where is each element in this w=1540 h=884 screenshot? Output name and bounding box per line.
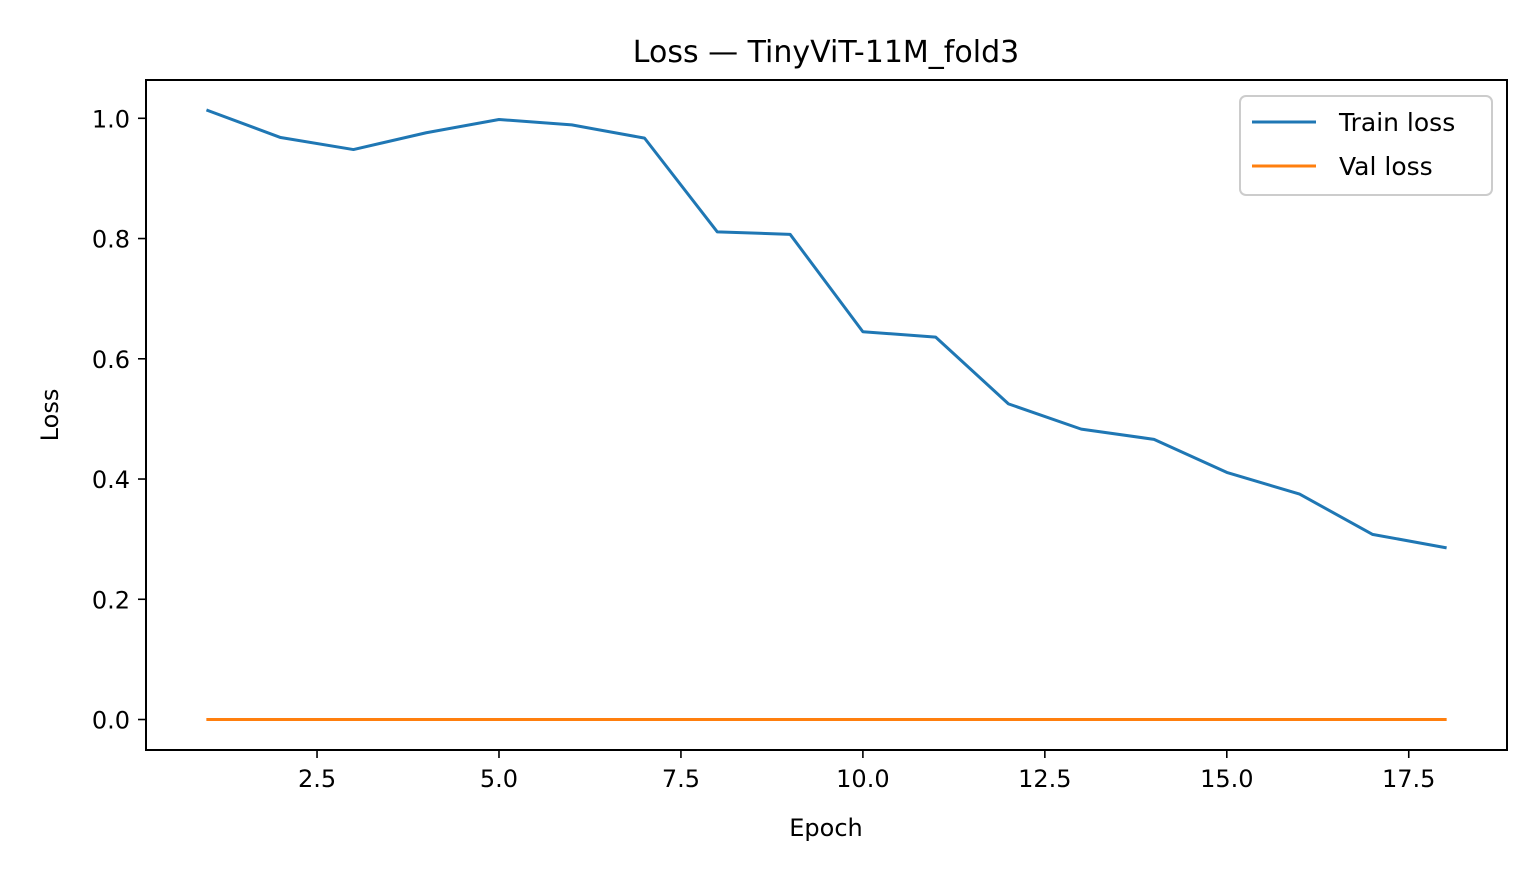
data-point-val-loss bbox=[1079, 718, 1083, 722]
x-tick-label: 17.5 bbox=[1382, 765, 1435, 793]
x-tick-label: 10.0 bbox=[836, 765, 889, 793]
legend-label-train-loss: Train loss bbox=[1338, 108, 1455, 137]
data-point-train-loss bbox=[424, 131, 428, 135]
x-axis-label: Epoch bbox=[789, 814, 863, 842]
chart-title: Loss — TinyViT-11M_fold3 bbox=[633, 35, 1019, 70]
data-point-train-loss bbox=[861, 330, 865, 334]
data-point-val-loss bbox=[1370, 718, 1374, 722]
data-point-train-loss bbox=[279, 136, 283, 140]
plot-frame bbox=[145, 79, 1508, 751]
data-point-val-loss bbox=[1006, 718, 1010, 722]
data-point-train-loss bbox=[1006, 402, 1010, 406]
data-point-val-loss bbox=[1443, 718, 1447, 722]
legend: Train loss Val loss bbox=[1239, 95, 1493, 196]
data-point-train-loss bbox=[934, 335, 938, 339]
data-point-train-loss bbox=[351, 148, 355, 152]
data-point-train-loss bbox=[1079, 427, 1083, 431]
y-tick-label: 0.4 bbox=[92, 466, 130, 494]
data-point-train-loss bbox=[1443, 546, 1447, 550]
data-point-val-loss bbox=[424, 718, 428, 722]
data-point-train-loss bbox=[570, 123, 574, 127]
data-point-val-loss bbox=[206, 718, 210, 722]
data-point-val-loss bbox=[788, 718, 792, 722]
series-line-train-loss bbox=[205, 108, 1447, 550]
y-tick-label: 0.0 bbox=[92, 707, 130, 735]
series-layer bbox=[205, 108, 1447, 722]
data-point-val-loss bbox=[570, 718, 574, 722]
data-point-train-loss bbox=[1370, 532, 1374, 536]
x-axis-ticks: 2.5 5.0 7.5 10.0 12.5 15.0 17.5 bbox=[298, 750, 1435, 793]
data-point-train-loss bbox=[206, 108, 210, 112]
data-point-train-loss bbox=[497, 118, 501, 122]
y-tick-label: 0.2 bbox=[92, 586, 130, 614]
data-point-val-loss bbox=[934, 718, 938, 722]
data-point-val-loss bbox=[497, 718, 501, 722]
data-point-train-loss bbox=[1298, 492, 1302, 496]
legend-label-val-loss: Val loss bbox=[1339, 152, 1433, 181]
data-point-train-loss bbox=[715, 230, 719, 234]
y-tick-label: 1.0 bbox=[92, 105, 130, 133]
y-tick-label: 0.6 bbox=[92, 346, 130, 374]
data-point-train-loss bbox=[788, 232, 792, 236]
data-point-train-loss bbox=[1225, 470, 1229, 474]
data-point-val-loss bbox=[715, 718, 719, 722]
data-point-val-loss bbox=[861, 718, 865, 722]
x-tick-label: 7.5 bbox=[662, 765, 700, 793]
data-point-train-loss bbox=[643, 136, 647, 140]
data-point-val-loss bbox=[1298, 718, 1302, 722]
y-axis-ticks: 0.0 0.2 0.4 0.6 0.8 1.0 bbox=[92, 105, 146, 735]
y-tick-label: 0.8 bbox=[92, 226, 130, 254]
data-point-val-loss bbox=[351, 718, 355, 722]
data-point-val-loss bbox=[279, 718, 283, 722]
x-tick-label: 12.5 bbox=[1018, 765, 1071, 793]
data-point-val-loss bbox=[1225, 718, 1229, 722]
data-point-val-loss bbox=[1152, 718, 1156, 722]
x-tick-label: 2.5 bbox=[298, 765, 336, 793]
x-tick-label: 5.0 bbox=[480, 765, 518, 793]
x-tick-label: 15.0 bbox=[1200, 765, 1253, 793]
data-point-train-loss bbox=[1152, 437, 1156, 441]
data-point-val-loss bbox=[643, 718, 647, 722]
y-axis-label: Loss bbox=[36, 389, 64, 442]
